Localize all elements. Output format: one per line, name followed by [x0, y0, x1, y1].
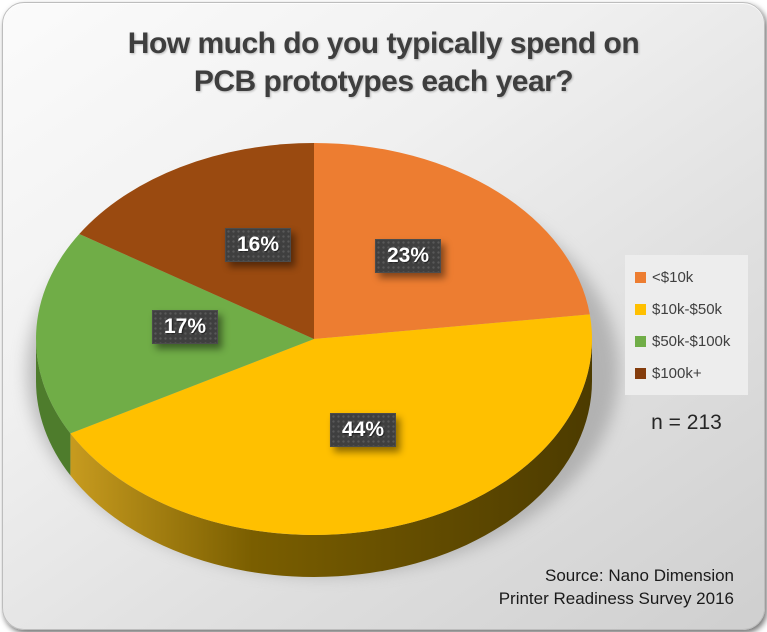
- pie-value-label-3: 16%: [224, 228, 292, 262]
- pie-slice-side-2: [36, 339, 71, 476]
- chart-title-line2: PCB prototypes each year?: [193, 65, 574, 98]
- legend-label: $100k+: [652, 364, 702, 382]
- pie-value-label-1: 44%: [329, 413, 397, 447]
- legend-label: $10k-$50k: [652, 300, 723, 318]
- sample-size-text: n = 213: [651, 411, 722, 434]
- pie-slice-0: [314, 143, 590, 339]
- source-line2: Printer Readiness Survey 2016: [498, 589, 734, 608]
- legend-swatch-icon: [635, 367, 646, 379]
- pie-slice-3: [79, 143, 314, 339]
- legend-swatch-icon: [635, 303, 646, 315]
- legend-item-3: $100k+: [635, 365, 748, 382]
- pie-value-label-0: 23%: [374, 239, 442, 273]
- legend-item-2: $50k-$100k: [635, 333, 748, 350]
- pie-top-faces: [36, 143, 592, 535]
- pie-slice-side-1: [70, 339, 593, 577]
- chart-title: How much do you typically spend on PCB p…: [3, 25, 764, 101]
- pie-value-label-2: 17%: [151, 310, 219, 344]
- legend-label: $50k-$100k: [652, 332, 731, 350]
- legend-label: <$10k: [652, 268, 694, 286]
- legend-swatch-icon: [635, 335, 646, 347]
- chart-legend: <$10k $10k-$50k $50k-$100k $100k+: [625, 255, 748, 395]
- legend-swatch-icon: [635, 271, 646, 283]
- legend-item-1: $10k-$50k: [635, 301, 748, 318]
- source-line1: Source: Nano Dimension: [545, 566, 734, 585]
- pie-sides: [36, 339, 593, 577]
- source-caption: Source: Nano Dimension Printer Readiness…: [499, 564, 734, 610]
- legend-item-0: <$10k: [635, 269, 748, 286]
- chart-title-line1: How much do you typically spend on: [127, 27, 640, 60]
